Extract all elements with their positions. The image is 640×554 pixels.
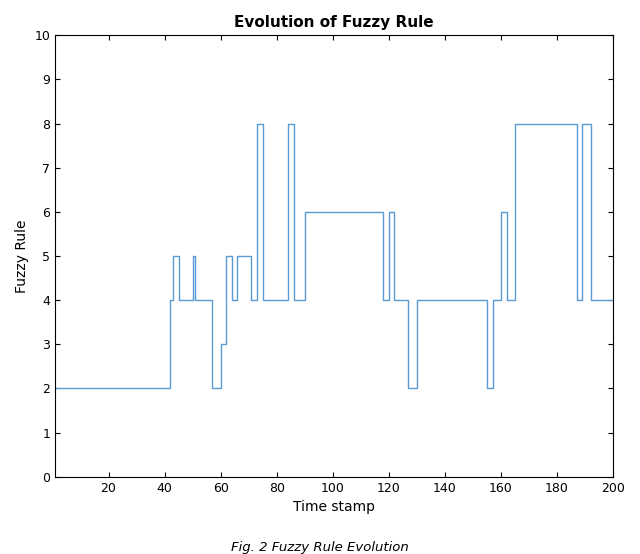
Title: Evolution of Fuzzy Rule: Evolution of Fuzzy Rule xyxy=(234,15,434,30)
X-axis label: Time stamp: Time stamp xyxy=(293,500,375,514)
Text: Fig. 2 Fuzzy Rule Evolution: Fig. 2 Fuzzy Rule Evolution xyxy=(231,541,409,554)
Y-axis label: Fuzzy Rule: Fuzzy Rule xyxy=(15,219,29,293)
